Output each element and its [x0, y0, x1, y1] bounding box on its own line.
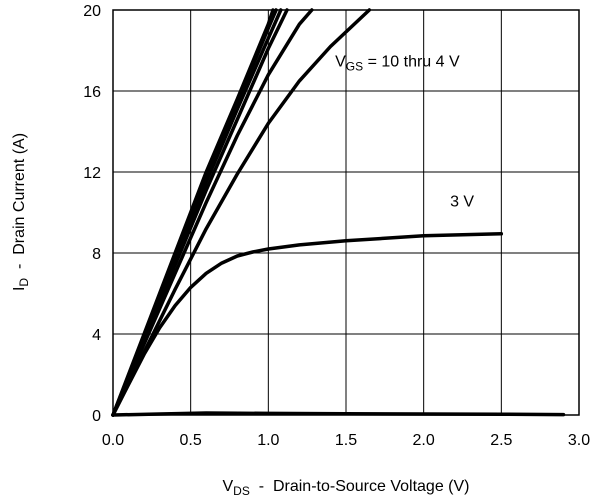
y-tick-label: 20: [83, 3, 101, 20]
series-line-7: [111, 232, 504, 417]
y-tick-label: 4: [92, 327, 101, 344]
x-tick-labels: 0.0 0.5 1.0 1.5 2.0 2.5 3.0: [102, 432, 590, 449]
y-axis-title-rest: - Drain Current (A): [11, 133, 28, 278]
x-axis-title: VDS - Drain-to-Source Voltage (V): [223, 478, 470, 498]
annotation-3v: 3 V: [450, 193, 474, 210]
x-tick-label: 1.5: [335, 432, 357, 449]
y-axis-title: ID - Drain Current (A): [11, 133, 31, 291]
y-tick-label: 8: [92, 246, 101, 263]
series-line-5: [111, 8, 314, 417]
annotation-vgs: VGS = 10 thru 4 V: [335, 54, 460, 74]
x-axis-title-rest: - Drain-to-Source Voltage (V): [250, 478, 470, 495]
series-line-8: [111, 411, 566, 417]
x-tick-label: 2.0: [413, 432, 435, 449]
annotation-sub: GS: [346, 60, 363, 74]
x-tick-label: 3.0: [568, 432, 590, 449]
x-tick-label: 1.0: [257, 432, 279, 449]
x-tick-label: 0.5: [180, 432, 202, 449]
x-axis-title-sub: DS: [233, 484, 250, 498]
y-tick-labels: 0 4 8 12 16 20: [83, 3, 101, 425]
y-tick-label: 0: [92, 408, 101, 425]
annotation-main: V: [335, 54, 346, 71]
y-tick-label: 12: [83, 165, 101, 182]
annotation-rest: = 10 thru 4 V: [363, 54, 460, 71]
x-tick-label: 0.0: [102, 432, 124, 449]
x-tick-label: 2.5: [490, 432, 512, 449]
y-tick-label: 16: [83, 84, 101, 101]
y-axis-title-main: I: [11, 287, 28, 291]
y-axis-title-sub: D: [17, 278, 31, 287]
series-line-6: [111, 8, 372, 417]
annotation-main: 3 V: [450, 193, 474, 210]
series-lines: [111, 8, 566, 417]
x-axis-title-main: V: [223, 478, 234, 495]
